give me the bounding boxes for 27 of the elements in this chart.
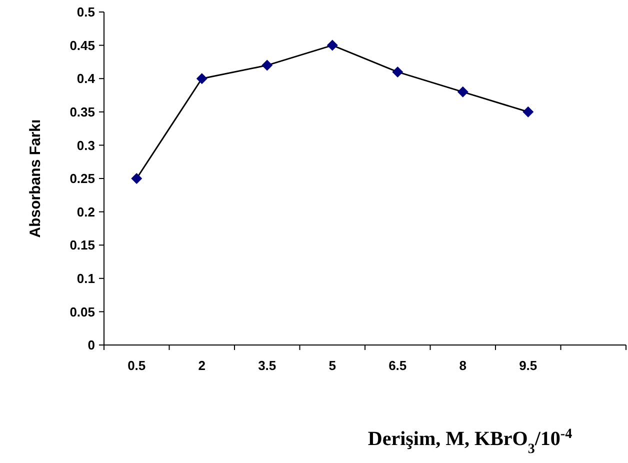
y-tick-label: 0.35 (70, 104, 95, 120)
point (326, 40, 338, 51)
y-tick-label: 0.25 (70, 171, 95, 186)
y-tick-label: 0.5 (76, 4, 95, 20)
point (522, 106, 534, 118)
y-tick-label: 0.2 (76, 204, 95, 220)
point (131, 173, 142, 184)
y-tick-label: 0.4 (76, 71, 96, 86)
y-tick-label: 0.45 (70, 38, 95, 53)
x-tick-label: 2 (198, 358, 206, 373)
y-tick-label: 0.3 (76, 138, 95, 153)
y-axis-title: Absorbans Farkı (27, 119, 44, 238)
point (392, 66, 404, 78)
point (196, 73, 208, 84)
y-tick-label: 0.1 (76, 270, 95, 286)
x-tick-label: 3.5 (258, 358, 276, 373)
y-tick-label: 0.15 (70, 238, 95, 253)
x-tick-label: 0.5 (128, 358, 146, 373)
point (457, 86, 468, 98)
y-tick-label: 0 (88, 338, 95, 353)
x-tick-label: 9.5 (519, 358, 538, 373)
x-axis-title: Derişim, M, KBrO$_{3}$/10$^{-4}$ (368, 426, 572, 456)
x-tick-label: 8 (459, 358, 466, 373)
x-tick-label: 5 (328, 358, 336, 373)
point (262, 60, 273, 71)
y-tick-label: 0.05 (70, 304, 95, 320)
x-tick-label: 6.5 (388, 358, 407, 373)
